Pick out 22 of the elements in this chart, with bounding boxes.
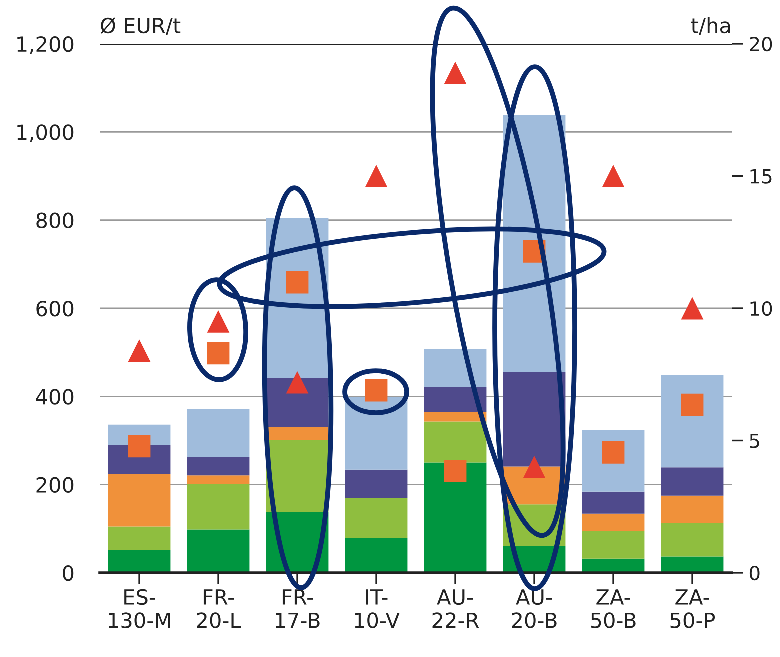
x-tick-label: FR- 17-B [276, 590, 320, 628]
y-axis-title: Ø EUR/t [101, 17, 181, 36]
y2-axis-title: t/ha [691, 17, 730, 36]
y-tick-label: 800 [36, 212, 74, 229]
x-tick-label: AU- 20-B [512, 590, 557, 628]
y2-tick-label: 0 [750, 566, 760, 581]
y2-tick-label: 20 [750, 36, 772, 52]
x-tick-label: FR- 20-L [197, 590, 242, 628]
y-tick-label: 400 [36, 389, 74, 405]
y2-tick-label: 10 [750, 301, 772, 316]
y-tick-label: 600 [36, 300, 74, 317]
y-tick-label: 200 [36, 477, 74, 494]
x-tick-label: ES- 130-M [109, 589, 170, 628]
x-tick-label: ZA- 50-P [670, 590, 716, 628]
y-tick-label: 0 [63, 565, 74, 582]
x-tick-label: IT- 10-V [355, 590, 400, 628]
y2-tick-label: 5 [750, 434, 760, 448]
x-tick-label: ZA- 50-B [591, 590, 636, 628]
y2-tick-label: 15 [750, 169, 772, 184]
x-tick-label: AU- 22-R [432, 590, 480, 628]
y-tick-label: 1,000 [18, 124, 74, 143]
y-tick-label: 1,200 [18, 36, 74, 54]
